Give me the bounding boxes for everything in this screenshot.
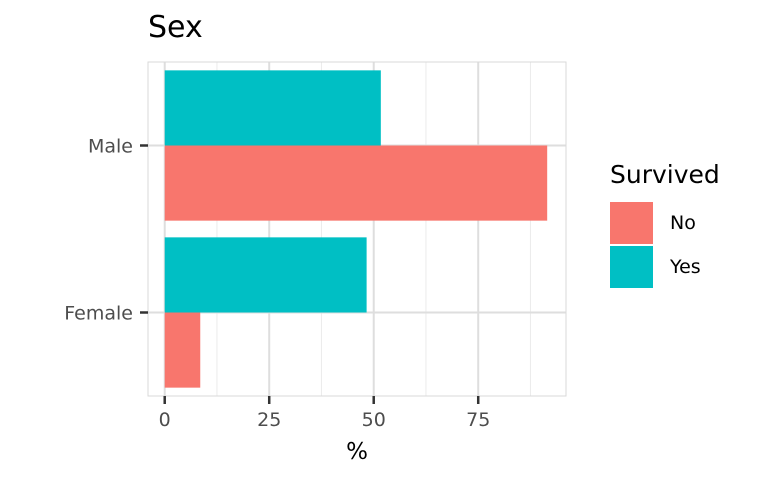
x-axis-title: %: [346, 439, 368, 465]
legend-label-no: No: [670, 212, 696, 234]
bar-no-female: [164, 312, 201, 388]
legend-item-no: No: [610, 201, 720, 245]
x-tick-label-0: 0: [159, 409, 171, 431]
x-tick-label-1: 25: [257, 409, 281, 431]
chart-title: Sex: [148, 10, 203, 45]
legend-key-no: [610, 202, 653, 244]
legend-label-yes: Yes: [670, 256, 701, 278]
y-tick-label-female: Female: [64, 303, 133, 325]
legend: Survived No Yes: [610, 160, 720, 289]
y-tick-label-male: Male: [88, 136, 133, 158]
legend-item-yes: Yes: [610, 245, 720, 289]
bar-no-male: [164, 145, 548, 221]
panel-border: [147, 61, 567, 397]
x-tick-label-3: 75: [466, 409, 490, 431]
bar-yes-female: [164, 237, 367, 313]
legend-title: Survived: [610, 160, 720, 189]
legend-key-yes: [610, 246, 653, 288]
x-tick-label-2: 50: [362, 409, 386, 431]
bar-yes-male: [164, 70, 381, 146]
